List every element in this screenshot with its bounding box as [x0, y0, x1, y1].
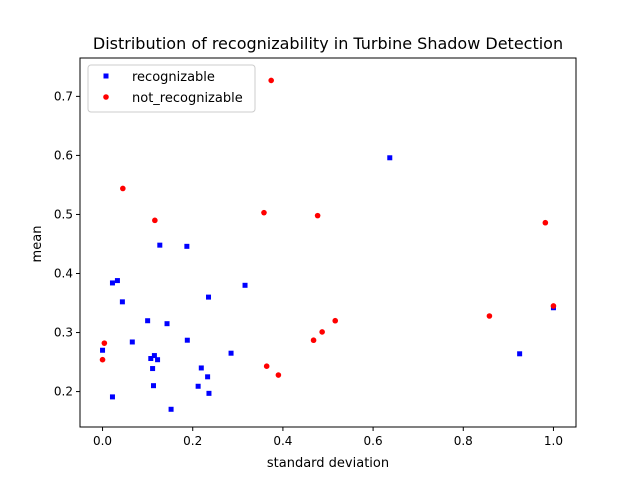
data-point-square: [150, 366, 156, 372]
data-point-circle: [486, 313, 493, 319]
data-point-square: [195, 383, 201, 389]
data-point-square: [100, 347, 106, 353]
data-point-square: [228, 350, 234, 356]
data-point-square: [114, 278, 120, 284]
x-tick-label: 0.8: [454, 434, 473, 448]
series-not-recognizable: [99, 77, 557, 378]
data-point-circle: [332, 317, 339, 324]
x-tick-label: 0.2: [183, 434, 202, 448]
data-point-circle: [275, 372, 282, 378]
data-point-square: [205, 374, 211, 380]
data-point-square: [206, 294, 212, 300]
data-point-square: [145, 318, 151, 324]
data-point-square: [184, 243, 190, 249]
y-tick-label: 0.2: [54, 385, 73, 399]
legend: recognizable not_recognizable: [87, 64, 256, 113]
y-tick-label: 0.5: [54, 207, 73, 221]
data-point-square: [184, 337, 190, 343]
x-tick-label: 0.0: [93, 434, 112, 448]
data-point-square: [387, 155, 393, 161]
y-axis-label: mean: [30, 226, 45, 263]
data-point-circle: [542, 219, 549, 226]
data-point-square: [119, 299, 125, 305]
data-point-circle: [152, 217, 158, 224]
x-tick-label: 0.6: [364, 434, 383, 448]
data-point-circle: [263, 363, 270, 369]
data-point-circle: [261, 209, 267, 216]
data-point-square: [155, 357, 161, 363]
legend-label: recognizable: [132, 70, 215, 85]
data-point-square: [206, 390, 212, 396]
x-tick-label: 0.4: [273, 434, 292, 448]
data-point-circle: [319, 329, 325, 335]
series-recognizable: [100, 155, 556, 412]
y-tick-label: 0.6: [54, 148, 73, 162]
data-point-square: [109, 394, 115, 400]
data-point-circle: [268, 77, 274, 84]
y-tick-label: 0.4: [54, 266, 73, 280]
data-point-square: [151, 353, 157, 359]
data-point-circle: [99, 356, 106, 363]
data-point-square: [242, 282, 248, 288]
data-point-square: [129, 339, 135, 345]
data-point-circle: [310, 337, 317, 344]
data-point-circle: [550, 303, 557, 309]
y-tick-label: 0.7: [54, 89, 73, 103]
data-point-square: [164, 321, 170, 327]
legend-marker-circle: [103, 94, 109, 100]
plot-frame: [79, 57, 577, 428]
chart-title: Distribution of recognizability in Turbi…: [93, 34, 563, 53]
data-point-square: [168, 406, 174, 412]
data-point-square: [157, 242, 163, 248]
data-point-square: [150, 383, 156, 389]
data-point-square: [148, 356, 154, 362]
data-point-square: [198, 365, 204, 371]
x-axis-label: standard deviation: [267, 456, 389, 471]
data-point-circle: [101, 340, 108, 346]
data-point-circle: [314, 212, 321, 219]
data-point-square: [517, 351, 523, 357]
data-point-square: [109, 280, 115, 286]
legend-frame: [87, 64, 256, 113]
x-tick-label: 1.0: [544, 434, 563, 448]
data-point-circle: [120, 185, 126, 192]
legend-marker-square: [103, 73, 109, 79]
y-tick-label: 0.3: [54, 326, 73, 340]
legend-label: not_recognizable: [132, 91, 243, 106]
